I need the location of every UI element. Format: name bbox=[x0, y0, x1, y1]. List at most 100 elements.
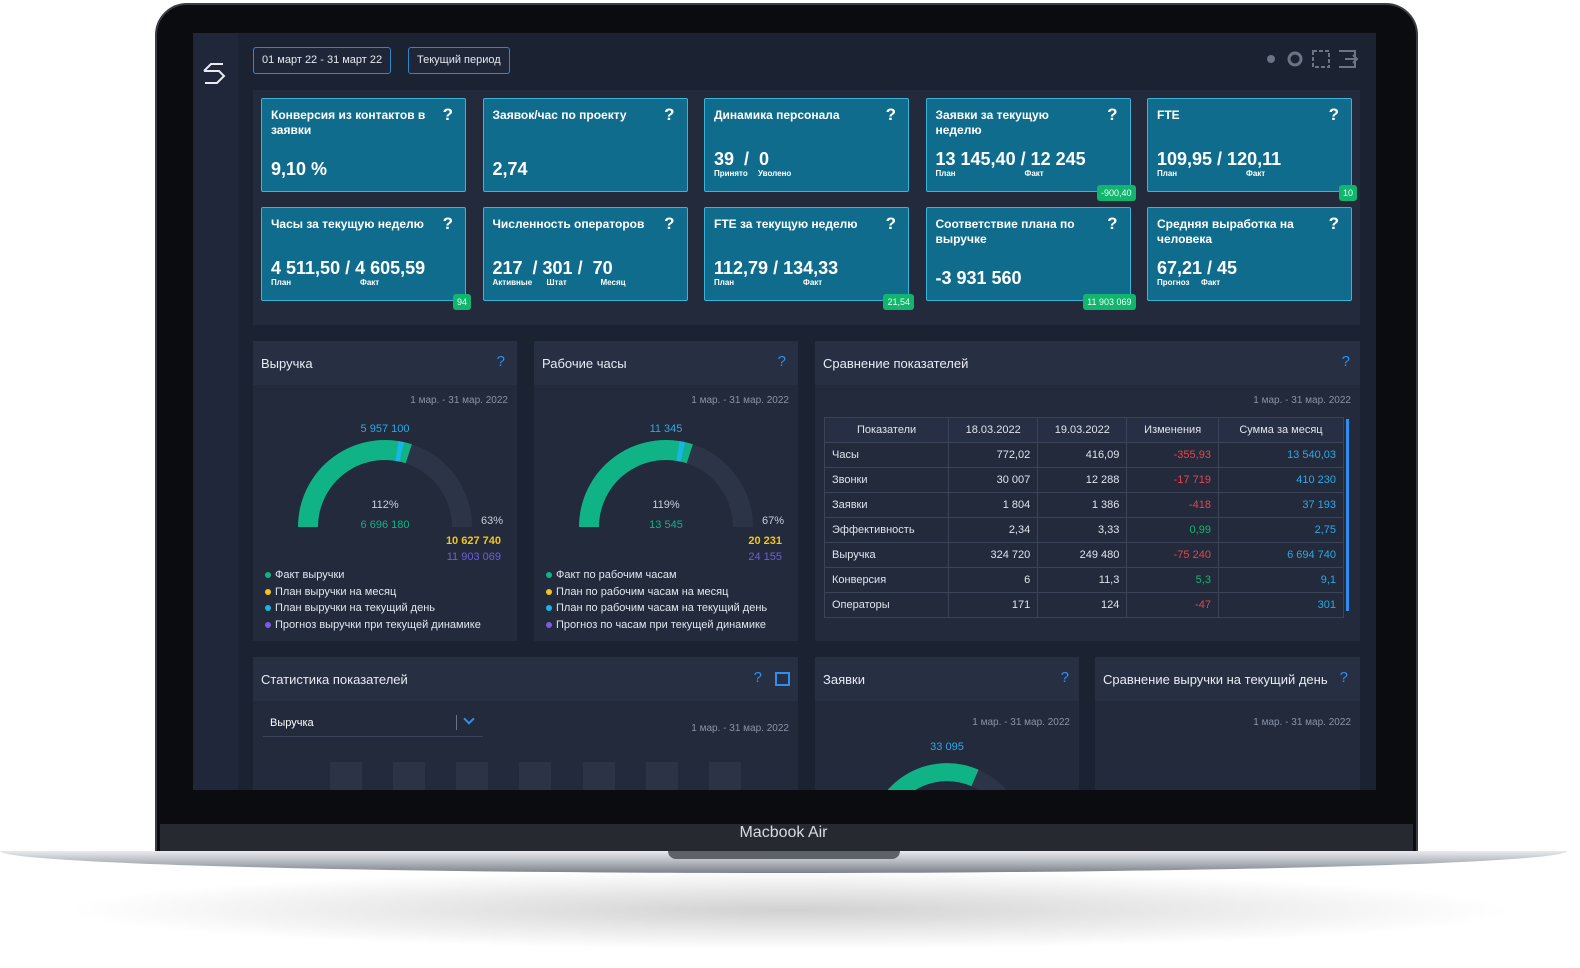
legend-dot bbox=[546, 622, 552, 629]
table-cell: -418 bbox=[1126, 492, 1219, 518]
panel-title: Заявки bbox=[823, 672, 865, 687]
panel-date: 1 мар. - 31 мар. 2022 bbox=[691, 395, 789, 406]
help-icon[interactable]: ? bbox=[1060, 669, 1069, 686]
legend-item: План по рабочим часам на месяц bbox=[546, 586, 728, 598]
bar-background bbox=[583, 762, 615, 790]
panel-title: Сравнение показателей bbox=[823, 356, 969, 371]
help-icon[interactable]: ? bbox=[664, 214, 675, 233]
kpi-title: Средняя выработка на человека bbox=[1157, 217, 1294, 246]
table-cell: 416,09 bbox=[1037, 442, 1128, 468]
table-cell: Эффективность bbox=[823, 517, 950, 543]
table-header: Сумма за месяц bbox=[1217, 417, 1345, 443]
panel-header bbox=[815, 657, 1079, 701]
help-icon[interactable]: ? bbox=[885, 214, 896, 233]
kpi-title: Соответствие плана по выручке bbox=[935, 217, 1075, 246]
calendar-shape bbox=[775, 672, 790, 686]
kpi-title: Динамика персонала bbox=[714, 108, 840, 122]
help-icon[interactable]: ? bbox=[753, 669, 762, 686]
kpi-title: Заявок/час по проекту bbox=[492, 108, 627, 122]
date-range-button[interactable]: 01 март 22 - 31 март 22 bbox=[253, 47, 392, 74]
table-cell: Выручка bbox=[823, 542, 950, 568]
bar-background bbox=[709, 762, 741, 790]
legend-text: Факт выручки bbox=[275, 569, 345, 581]
kpi-sub-label: План bbox=[1157, 169, 1178, 178]
kpi-title: Часы за текущую неделю bbox=[271, 217, 424, 231]
kpi-value: -3 931 560 bbox=[935, 268, 1022, 288]
table-row: Эффективность 2,34 3,33 0,99 2,75 bbox=[823, 517, 1345, 543]
table-cell: 410 230 bbox=[1217, 467, 1345, 493]
gauge-fact bbox=[887, 763, 979, 790]
help-icon[interactable]: ? bbox=[1328, 214, 1339, 233]
table-header: Показатели bbox=[823, 417, 950, 443]
gauge-panel: Рабочие часы? 1 мар. - 31 мар. 2022 11 345… bbox=[534, 341, 798, 641]
kpi-title: FTE за текущую неделю bbox=[714, 217, 858, 231]
logo[interactable] bbox=[201, 61, 227, 85]
panel-title: Выручка bbox=[261, 356, 313, 371]
legend-dot bbox=[546, 605, 552, 612]
table-cell: 13 540,03 bbox=[1217, 442, 1345, 468]
kpi-value: 2,74 bbox=[492, 159, 528, 179]
help-icon[interactable]: ? bbox=[1328, 105, 1339, 124]
table-row: Часы 772,02 416,09 -355,93 13 540,03 bbox=[823, 442, 1345, 468]
bar-background bbox=[393, 762, 425, 790]
kpi-value: 9,10 % bbox=[271, 159, 328, 179]
gauge-forecast: 11 903 069 bbox=[447, 551, 501, 563]
table-header: 19.03.2022 bbox=[1037, 417, 1128, 443]
table-header: Изменения bbox=[1126, 417, 1219, 443]
calendar-icon[interactable] bbox=[775, 671, 790, 686]
select-divider bbox=[456, 715, 457, 730]
shadow bbox=[60, 870, 1520, 950]
help-icon[interactable]: ? bbox=[777, 353, 786, 370]
kpi-card: Заявок/час по проекту? 2,74 bbox=[482, 98, 688, 192]
table-cell: Часы bbox=[823, 442, 950, 468]
kpi-value: 4 511,50 / 4 605,59 bbox=[271, 258, 426, 278]
table-header: 18.03.2022 bbox=[948, 417, 1039, 443]
help-icon[interactable]: ? bbox=[1339, 669, 1348, 686]
toolbar-icons[interactable] bbox=[1261, 49, 1361, 71]
legend-text: План по рабочим часам на текущий день bbox=[556, 602, 768, 615]
panel-title: Статистика показателей bbox=[261, 672, 408, 687]
panel-title: Рабочие часы bbox=[542, 356, 627, 371]
kpi-card: FTE за текущую неделю? 112,79 / 134,33 Пла… bbox=[704, 207, 914, 310]
help-icon[interactable]: ? bbox=[885, 105, 896, 124]
legend-item: Прогноз выручки при текущей динамике bbox=[265, 619, 481, 631]
kpi-sub-label: Факт bbox=[803, 278, 823, 287]
help-icon[interactable]: ? bbox=[1107, 214, 1118, 233]
table-cell: 2,75 bbox=[1217, 517, 1345, 543]
kpi-value: 13 145,40 / 12 245 bbox=[935, 149, 1086, 169]
help-icon[interactable]: ? bbox=[442, 214, 453, 233]
kpi-sub-label: План bbox=[935, 169, 956, 178]
help-icon[interactable]: ? bbox=[1341, 353, 1350, 370]
help-icon[interactable]: ? bbox=[664, 105, 675, 124]
kpi-sub-label: Факт bbox=[1201, 278, 1221, 287]
legend-text: Факт по рабочим часам bbox=[556, 569, 677, 581]
period-button[interactable]: Текущий период bbox=[408, 47, 510, 74]
kpi-title: Численность операторов bbox=[492, 217, 645, 231]
kpi-title: Конверсия из контактов в заявки bbox=[271, 108, 426, 137]
kpi-card: Средняя выработка на человека? 67,21 / 45… bbox=[1147, 207, 1352, 301]
table-header-row: Показатели 18.03.2022 19.03.2022 Изменения С… bbox=[823, 417, 1345, 443]
bar-background bbox=[646, 762, 678, 790]
help-icon[interactable]: ? bbox=[1107, 105, 1118, 124]
kpi-card: Динамика персонала? 39 / 0 Принято Уволено bbox=[704, 98, 909, 192]
gauge-forecast: 24 155 bbox=[748, 551, 782, 563]
select-box[interactable]: Выручка bbox=[263, 715, 483, 737]
gauge-fact-value: 6 696 180 bbox=[361, 519, 410, 531]
scrollbar bbox=[1346, 419, 1349, 611]
table-cell: 9,1 bbox=[1217, 567, 1345, 593]
legend-dot bbox=[265, 572, 271, 578]
table-cell: -17 719 bbox=[1126, 467, 1219, 493]
help-icon[interactable]: ? bbox=[496, 353, 505, 370]
kpi-value: 217 / 301 / 70 bbox=[492, 258, 613, 278]
panel-header bbox=[253, 341, 517, 385]
kpi-sub-label: Принято bbox=[714, 169, 748, 178]
gauge-fact-value: 13 545 bbox=[649, 519, 683, 531]
bar-background bbox=[456, 762, 488, 790]
table-cell: 171 bbox=[948, 592, 1039, 618]
help-icon[interactable]: ? bbox=[442, 105, 453, 124]
table-cell: 11,3 bbox=[1037, 567, 1128, 593]
gauge-percent: 112% bbox=[371, 499, 399, 511]
table-row: Заявки 1 804 1 386 -418 37 193 bbox=[823, 492, 1345, 518]
